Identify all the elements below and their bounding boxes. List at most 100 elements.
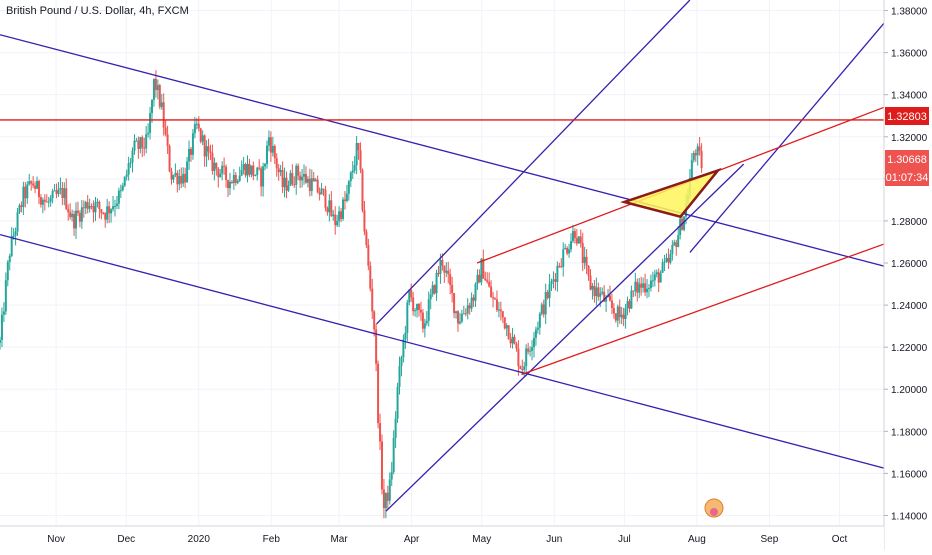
candle-body xyxy=(667,257,670,263)
candle-body xyxy=(207,146,210,152)
candle-body xyxy=(295,165,298,185)
candle-body xyxy=(205,146,208,157)
candle-body xyxy=(189,148,192,155)
candle-body xyxy=(562,249,565,267)
candle-body xyxy=(316,179,319,193)
candle-body xyxy=(343,199,346,201)
candle-body xyxy=(135,140,138,142)
candle-body xyxy=(267,137,270,146)
candle-body xyxy=(168,145,171,172)
candle-body xyxy=(441,259,444,266)
candle-body xyxy=(47,201,50,203)
candle-body xyxy=(234,175,237,183)
candle-body xyxy=(287,185,290,191)
candle-body xyxy=(655,272,658,275)
candle-body xyxy=(225,166,228,181)
candle-body xyxy=(696,146,699,156)
bar-countdown-label: 01:07:34 xyxy=(886,172,929,184)
candle-body xyxy=(310,178,313,192)
candle-body xyxy=(275,158,278,169)
candle-body xyxy=(71,213,74,218)
time-axis[interactable]: Nov Dec 2020 Feb Mar Apr May Jun Jul Aug Sep Oct xyxy=(47,534,847,545)
candle-body xyxy=(289,173,292,186)
candle-body xyxy=(113,205,116,207)
candle-body xyxy=(49,197,52,202)
candle-body xyxy=(143,147,146,149)
candle-body xyxy=(297,165,300,176)
candle-body xyxy=(232,175,235,183)
candle-body xyxy=(256,167,259,176)
rising-channel-middle-line[interactable] xyxy=(689,22,885,253)
candle-body xyxy=(579,236,582,244)
candle-body xyxy=(39,197,42,205)
candle-body xyxy=(659,272,662,283)
candle-body xyxy=(538,313,541,328)
candle-body xyxy=(375,329,378,364)
candle-body xyxy=(78,212,81,222)
candle-body xyxy=(293,184,296,186)
lower-trend-line[interactable] xyxy=(521,243,885,376)
candle-body xyxy=(117,190,120,204)
tradingview-logo[interactable] xyxy=(704,498,724,518)
candle-body xyxy=(449,274,452,285)
candle-body xyxy=(69,212,72,218)
x-tick-label: 2020 xyxy=(188,534,211,545)
rising-channel-upper-line[interactable] xyxy=(376,0,691,325)
y-tick-label: 1.34000 xyxy=(891,91,928,102)
candle-body xyxy=(236,180,239,183)
candle-body xyxy=(429,294,432,300)
candle-body xyxy=(174,172,177,176)
candle-body xyxy=(322,188,325,190)
y-tick-label: 1.38000 xyxy=(891,7,928,18)
candle-body xyxy=(503,317,506,329)
candle-body xyxy=(665,257,668,262)
candle-body xyxy=(279,170,282,173)
candle-body xyxy=(548,284,551,299)
candle-body xyxy=(260,168,263,187)
candle-body xyxy=(511,336,514,344)
candle-body xyxy=(90,205,93,207)
candle-body xyxy=(355,143,358,166)
candle-body xyxy=(540,304,543,314)
lower-channel-line[interactable] xyxy=(0,233,885,469)
candle-body xyxy=(505,325,508,329)
candle-body xyxy=(92,206,95,213)
candle-body xyxy=(2,311,5,315)
candle-body xyxy=(610,300,613,308)
candle-body xyxy=(199,128,202,142)
triangle-pattern[interactable] xyxy=(620,167,722,219)
candle-body xyxy=(28,181,31,185)
candle-body xyxy=(265,145,268,164)
candle-body xyxy=(628,301,631,309)
candle-body xyxy=(8,255,11,262)
candle-body xyxy=(690,160,693,179)
candle-body xyxy=(451,284,454,294)
candle-body xyxy=(382,489,385,509)
candle-body xyxy=(340,211,343,219)
candle-body xyxy=(12,235,15,237)
candle-body xyxy=(258,167,261,169)
y-tick-label: 1.26000 xyxy=(891,259,928,270)
candle-body xyxy=(556,265,559,282)
candle-body xyxy=(26,184,29,199)
candle-body xyxy=(14,231,17,236)
candle-body xyxy=(402,339,405,358)
candle-body xyxy=(178,175,181,185)
upper-channel-line[interactable] xyxy=(0,34,885,267)
candle-body xyxy=(653,274,656,281)
candle-body xyxy=(18,205,21,213)
rising-channel-lower-line[interactable] xyxy=(385,163,745,512)
x-tick-label: Apr xyxy=(404,534,420,545)
candle-body xyxy=(515,343,518,349)
candle-body xyxy=(614,313,617,321)
candle-body xyxy=(238,175,241,181)
candle-body xyxy=(345,193,348,201)
candle-body xyxy=(193,124,196,134)
candle-body xyxy=(546,292,549,299)
candle-body xyxy=(445,270,448,273)
candle-body xyxy=(37,181,40,198)
candle-body xyxy=(683,216,686,230)
candle-body xyxy=(363,210,366,232)
candle-body xyxy=(312,178,315,182)
